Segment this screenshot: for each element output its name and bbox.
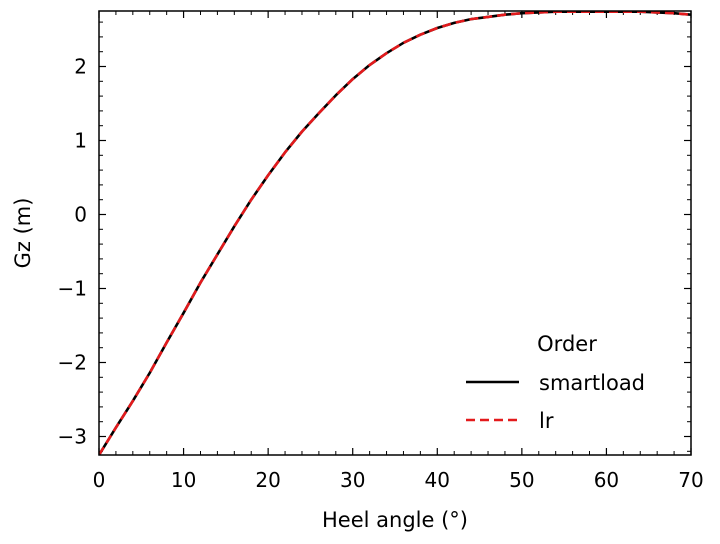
x-tick-label: 70 (678, 468, 703, 492)
legend-label-lr: lr (539, 409, 554, 433)
legend-label-smartload: smartload (539, 371, 645, 395)
y-tick-label: 0 (74, 203, 87, 227)
x-tick-label: 60 (594, 468, 619, 492)
y-tick-label: −3 (58, 425, 87, 449)
y-tick-label: 2 (74, 55, 87, 79)
x-tick-label: 50 (509, 468, 534, 492)
x-tick-label: 20 (255, 468, 280, 492)
y-tick-label: −2 (58, 351, 87, 375)
x-axis-label: Heel angle (°) (322, 508, 468, 532)
y-tick-label: −1 (58, 277, 87, 301)
legend: Order smartload lr (466, 332, 645, 433)
x-tick-label: 10 (171, 468, 196, 492)
x-tick-label: 0 (93, 468, 106, 492)
x-tick-label: 30 (340, 468, 365, 492)
legend-title: Order (537, 332, 597, 356)
plot-frame (98, 10, 692, 456)
x-tick-label: 40 (425, 468, 450, 492)
tick-labels: 0 10 20 30 40 50 60 70 −3 −2 −1 0 1 2 (58, 55, 704, 493)
y-tick-label: 1 (74, 129, 87, 153)
y-axis-label: Gz (m) (11, 198, 35, 269)
series-line-lr (99, 11, 691, 455)
